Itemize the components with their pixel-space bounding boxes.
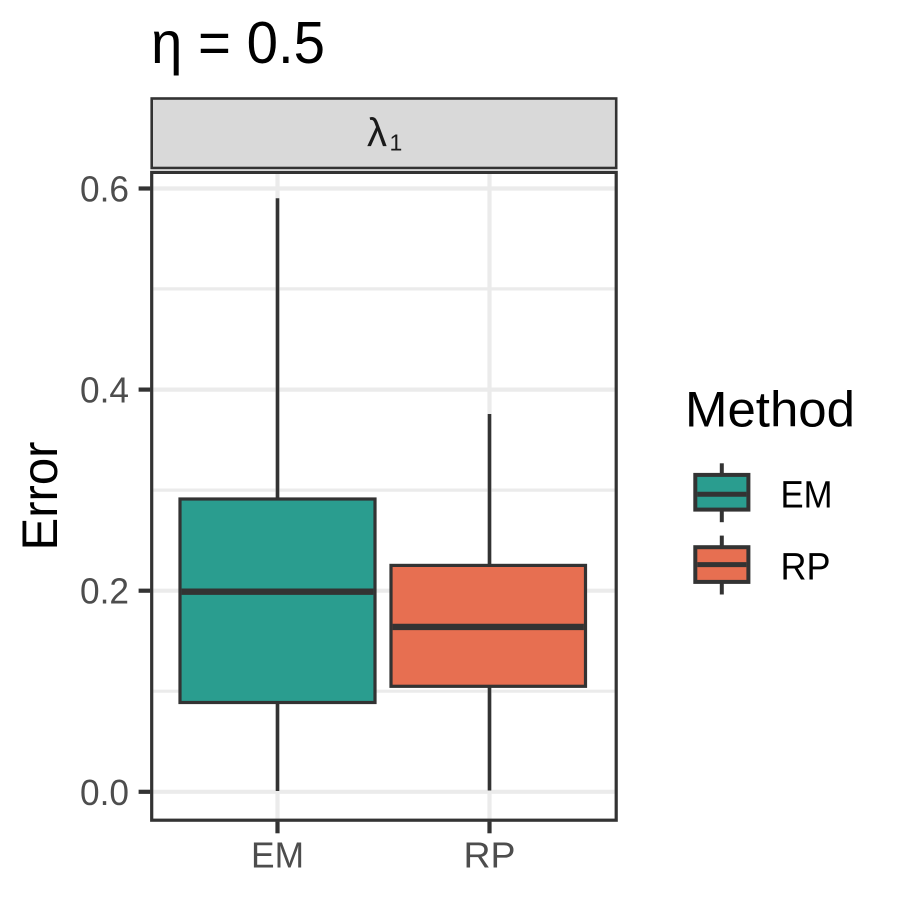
svg-text:0.4: 0.4: [80, 370, 129, 411]
svg-text:RP: RP: [464, 835, 516, 876]
svg-text:0.2: 0.2: [80, 571, 129, 612]
svg-text:0.6: 0.6: [80, 169, 129, 210]
svg-text:RP: RP: [781, 546, 831, 588]
svg-text:0.0: 0.0: [80, 772, 129, 813]
svg-text:λ: λ: [367, 111, 387, 155]
svg-text:Error: Error: [12, 442, 68, 551]
svg-text:Method: Method: [685, 382, 855, 438]
svg-text:EM: EM: [781, 474, 833, 516]
svg-text:1: 1: [390, 130, 403, 156]
svg-text:EM: EM: [251, 835, 304, 876]
svg-text:η = 0.5: η = 0.5: [151, 10, 325, 76]
